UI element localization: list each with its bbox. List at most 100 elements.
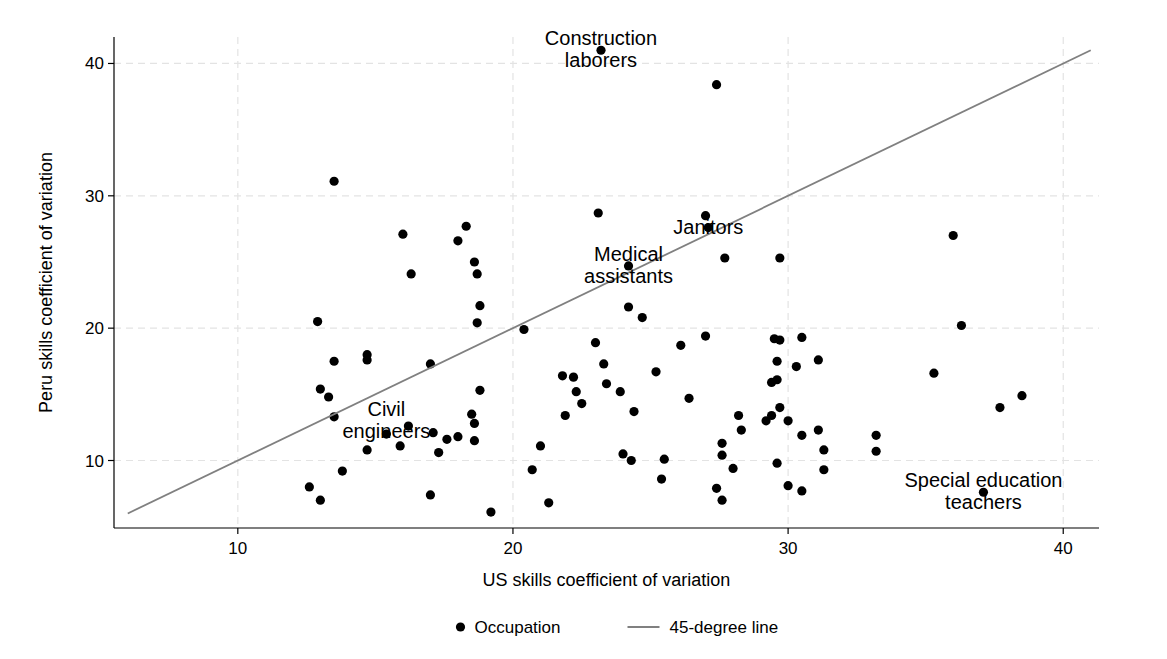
point bbox=[775, 403, 784, 412]
point bbox=[486, 508, 495, 517]
legend-swatch bbox=[456, 622, 465, 631]
point bbox=[305, 482, 314, 491]
point bbox=[330, 177, 339, 186]
point bbox=[594, 208, 603, 217]
point bbox=[572, 387, 581, 396]
x-tick bbox=[1063, 528, 1064, 534]
point bbox=[470, 436, 479, 445]
marks bbox=[128, 46, 1091, 517]
point bbox=[536, 441, 545, 450]
point bbox=[775, 253, 784, 262]
point bbox=[627, 456, 636, 465]
point bbox=[558, 371, 567, 380]
point bbox=[363, 445, 372, 454]
point bbox=[734, 411, 743, 420]
point bbox=[772, 357, 781, 366]
point bbox=[819, 445, 828, 454]
legend: Occupation 45-degree line bbox=[456, 618, 778, 637]
legend-label: 45-degree line bbox=[670, 618, 779, 637]
point bbox=[602, 379, 611, 388]
point bbox=[519, 325, 528, 334]
y-grid-line bbox=[114, 328, 1099, 329]
point bbox=[737, 425, 746, 434]
annotation: Special education bbox=[904, 469, 1062, 491]
y-tick bbox=[108, 195, 114, 196]
point bbox=[569, 373, 578, 382]
annotation: assistants bbox=[584, 265, 673, 287]
point bbox=[473, 269, 482, 278]
point bbox=[720, 253, 729, 262]
x-grid-line bbox=[787, 37, 788, 528]
point bbox=[783, 416, 792, 425]
legend-label: Occupation bbox=[475, 618, 561, 637]
point bbox=[772, 459, 781, 468]
y-axis bbox=[113, 37, 114, 528]
point bbox=[995, 403, 1004, 412]
y-grid-line bbox=[114, 195, 1099, 196]
point bbox=[792, 362, 801, 371]
point bbox=[1017, 391, 1026, 400]
point bbox=[330, 357, 339, 366]
x-tick-label: 20 bbox=[503, 539, 522, 558]
x-axis-title: US skills coefficient of variation bbox=[483, 570, 731, 590]
point bbox=[442, 435, 451, 444]
point bbox=[453, 432, 462, 441]
point bbox=[599, 359, 608, 368]
x-grid-line bbox=[512, 37, 513, 528]
point bbox=[949, 231, 958, 240]
y-tick-label: 40 bbox=[85, 54, 104, 73]
point bbox=[651, 367, 660, 376]
annotation: laborers bbox=[565, 49, 637, 71]
y-tick bbox=[108, 328, 114, 329]
point bbox=[728, 464, 737, 473]
point bbox=[316, 384, 325, 393]
point bbox=[629, 407, 638, 416]
annotation: teachers bbox=[945, 491, 1022, 513]
point bbox=[712, 484, 721, 493]
point bbox=[797, 333, 806, 342]
annotation: Civil bbox=[367, 398, 405, 420]
x-axis bbox=[114, 527, 1099, 528]
y-tick bbox=[108, 63, 114, 64]
point bbox=[470, 419, 479, 428]
y-tick-label: 20 bbox=[85, 319, 104, 338]
point bbox=[591, 338, 600, 347]
point bbox=[767, 411, 776, 420]
annotation: Construction bbox=[545, 27, 657, 49]
point bbox=[316, 496, 325, 505]
y-tick-label: 10 bbox=[85, 452, 104, 471]
x-grid-line bbox=[237, 37, 238, 528]
annotation: engineers bbox=[342, 420, 430, 442]
x-tick-label: 10 bbox=[228, 539, 247, 558]
point bbox=[616, 387, 625, 396]
point bbox=[676, 341, 685, 350]
point bbox=[712, 80, 721, 89]
point bbox=[475, 386, 484, 395]
x-tick bbox=[237, 528, 238, 534]
reference-line bbox=[128, 50, 1091, 513]
point bbox=[638, 313, 647, 322]
annotation: Janitors bbox=[673, 216, 743, 238]
point bbox=[475, 301, 484, 310]
point bbox=[467, 410, 476, 419]
point bbox=[544, 498, 553, 507]
x-tick-label: 40 bbox=[1054, 539, 1073, 558]
point bbox=[772, 375, 781, 384]
x-tick bbox=[512, 528, 513, 534]
point bbox=[528, 465, 537, 474]
point bbox=[398, 230, 407, 239]
point bbox=[872, 447, 881, 456]
point bbox=[324, 392, 333, 401]
point bbox=[814, 355, 823, 364]
point bbox=[872, 431, 881, 440]
point bbox=[434, 448, 443, 457]
y-tick-label: 30 bbox=[85, 187, 104, 206]
point bbox=[701, 331, 710, 340]
point bbox=[797, 486, 806, 495]
point bbox=[819, 465, 828, 474]
point bbox=[363, 350, 372, 359]
point bbox=[660, 455, 669, 464]
point bbox=[775, 335, 784, 344]
point bbox=[470, 257, 479, 266]
point bbox=[717, 496, 726, 505]
